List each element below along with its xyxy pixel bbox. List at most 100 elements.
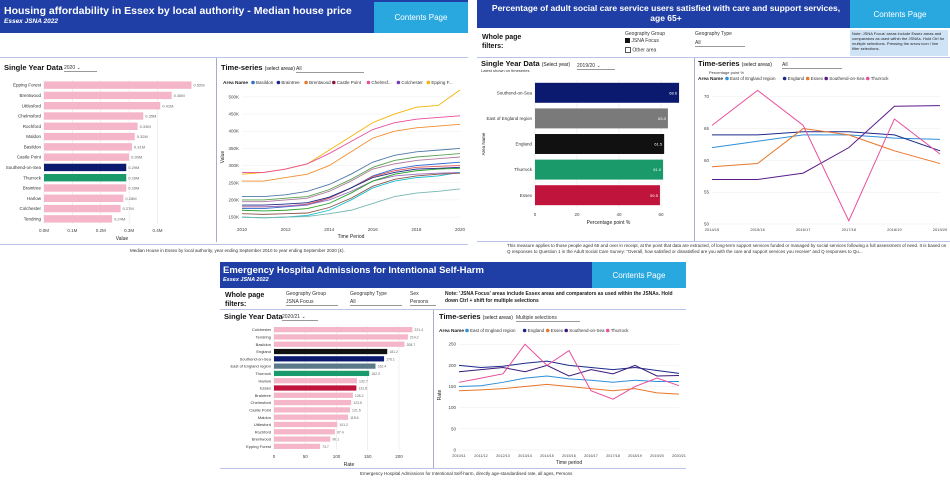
bar <box>274 356 385 362</box>
bar <box>274 436 331 442</box>
x-tick-label: 50 <box>303 454 309 459</box>
x-tick-label: 2019/20 <box>650 454 664 458</box>
bar <box>274 399 352 406</box>
geo-group-option[interactable]: Other area <box>625 47 656 53</box>
x-tick-label: 2011/12 <box>474 454 487 458</box>
data-label: 61.5 <box>654 142 663 147</box>
page-subtitle: Essex JSNA 2022 <box>223 277 269 283</box>
data-label: 214.2 <box>410 336 419 340</box>
year-dropdown[interactable]: 2020/21 ⌄ <box>282 314 318 321</box>
legend-marker <box>366 80 371 85</box>
legend-label: Essex <box>551 328 564 333</box>
series-line <box>242 172 461 208</box>
housing-timeseries-chart: 150K 200K 250K 300K 350K 400K 450K 500K 2010 2012… <box>220 80 466 240</box>
page-title: Housing affordability in Essex by local … <box>4 5 352 17</box>
category-label: Colchester <box>252 327 272 332</box>
bar <box>274 363 376 369</box>
legend-label: Braintree <box>281 80 300 85</box>
whole-page-filters-label: Whole page filters: <box>225 292 265 308</box>
divider <box>477 57 950 58</box>
bar <box>274 407 350 413</box>
geo-group-label: Geography Group <box>286 291 327 297</box>
legend-label: England <box>528 328 545 333</box>
area-select[interactable]: All <box>782 62 842 69</box>
geo-type-dropdown[interactable]: All <box>350 299 402 306</box>
legend-label: Thurrock <box>871 76 890 81</box>
series-line <box>711 134 941 149</box>
x-tick-label: 2013/14 <box>518 454 532 458</box>
year-dropdown[interactable]: 2019/20 ⌄ <box>577 63 615 70</box>
timeseries-title: Time-series <box>698 59 740 68</box>
x-tick-label: 2016 <box>368 227 379 232</box>
series-line <box>458 360 680 374</box>
bar <box>44 143 132 151</box>
category-label: Harlow <box>259 378 272 383</box>
x-tick-label: 100 <box>333 454 341 459</box>
self-harm-bar-chart: 0 50 100 150 200 Colchester 221.4 Tendring 214.2… <box>231 326 423 468</box>
data-label: 101.2 <box>339 423 348 427</box>
x-tick-label: 2016/17 <box>796 227 811 232</box>
year-dropdown[interactable]: 2020 ⌄ <box>64 65 97 72</box>
category-label: Southend-on-Sea <box>6 165 42 170</box>
legend-label: Southend-on-Sea <box>569 328 605 333</box>
sex-dropdown[interactable]: Persons <box>410 299 436 306</box>
category-label: Epping Forest <box>246 444 272 449</box>
y-tick-label: 150K <box>228 215 239 220</box>
data-label: 208.7 <box>406 343 415 347</box>
x-tick-label: 0.4M <box>152 228 162 233</box>
checkbox-icon <box>625 47 631 53</box>
y-tick-label: 450K <box>228 112 239 117</box>
page-title: Emergency Hospital Admissions for Intent… <box>223 265 484 276</box>
y-tick-label: 250 <box>448 342 456 347</box>
area-select-value: Multiple selections <box>516 315 557 321</box>
category-label: Colchester <box>19 206 41 211</box>
geo-group-option-label: JSNA Focus <box>631 38 659 44</box>
data-label: 118.6 <box>350 416 359 420</box>
series-line <box>242 166 461 206</box>
data-label: 221.4 <box>414 328 423 332</box>
x-tick-label: 2017/18 <box>842 227 857 232</box>
bar <box>44 184 127 192</box>
divider <box>0 57 468 58</box>
y-tick-label: 250K <box>228 180 239 185</box>
x-tick-label: 0.0M <box>39 228 49 233</box>
legend-label: Basildon <box>256 80 274 85</box>
legend-marker <box>545 328 550 333</box>
data-label: 68.6 <box>669 90 678 95</box>
series-line <box>458 343 680 400</box>
area-select[interactable]: Multiple selections <box>516 315 580 322</box>
legend-label: East of England region <box>730 76 776 81</box>
area-select[interactable]: All <box>296 66 364 73</box>
series-line <box>711 89 941 223</box>
legend-label: Colchester <box>401 80 423 85</box>
chevron-down-icon: ⌄ <box>301 314 306 320</box>
contents-page-button[interactable]: Contents Page <box>592 262 686 288</box>
geo-group-option[interactable]: JSNA Focus <box>625 38 659 44</box>
timeseries-label: Time-series (select areas) <box>698 59 772 68</box>
bar <box>44 102 161 110</box>
contents-page-button[interactable]: Contents Page <box>850 0 950 28</box>
single-year-label: Single Year Data (Select year) <box>481 59 570 68</box>
contents-page-button[interactable]: Contents Page <box>374 2 468 33</box>
area-select-value: All <box>782 62 788 68</box>
category-label: Southend-on-Sea <box>240 356 272 361</box>
data-label: 162.4 <box>378 365 387 369</box>
x-tick-label: 2015/16 <box>562 454 576 458</box>
geo-type-dropdown[interactable]: All <box>695 40 745 47</box>
series-line <box>458 383 680 395</box>
category-label: East of England region <box>486 116 532 121</box>
geo-group-dropdown[interactable]: JSNA Focus <box>286 299 338 306</box>
bar <box>535 159 664 180</box>
data-label: 90.1 <box>332 438 339 442</box>
x-tick-label: 150 <box>364 454 372 459</box>
category-label: Rochford <box>23 124 42 129</box>
category-label: Southend-on-Sea <box>497 90 533 95</box>
x-axis-label: Time Period <box>338 234 365 240</box>
y-tick-label: 60 <box>704 158 710 163</box>
x-tick-label: 2016/17 <box>584 454 598 458</box>
divider <box>477 241 950 242</box>
legend-marker <box>824 76 828 81</box>
bar <box>274 327 413 333</box>
series-line <box>711 128 941 168</box>
year-value: 2019/20 <box>577 63 596 69</box>
